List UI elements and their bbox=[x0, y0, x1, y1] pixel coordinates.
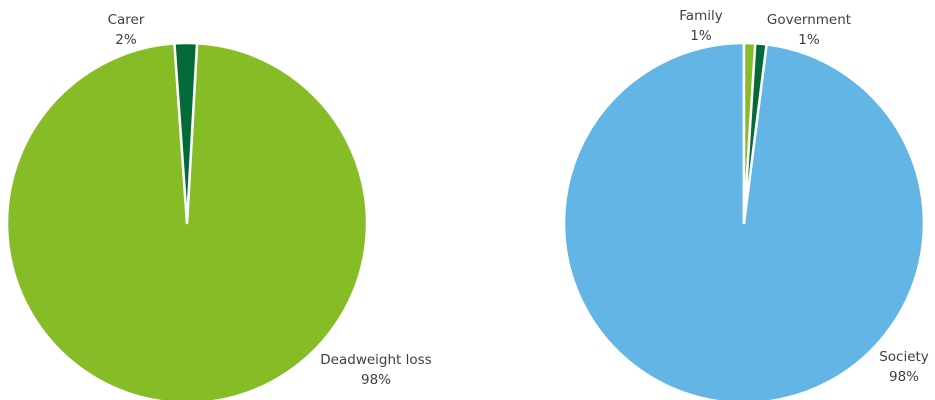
pie-slice-government bbox=[742, 42, 768, 225]
pie-left-label-deadweight-loss: Deadweight loss bbox=[320, 352, 431, 368]
pie-right-value-society: 98% bbox=[889, 369, 919, 385]
pie-right-value-family: 1% bbox=[690, 28, 712, 44]
pie-slice-deadweight-loss bbox=[5, 42, 369, 400]
pie-chart-right: Society 98% Family 1% Government 1% bbox=[562, 8, 929, 400]
pie-right-label-family: Family bbox=[679, 8, 722, 24]
pie-slice-carer bbox=[173, 41, 199, 225]
pie-right-label-society: Society bbox=[879, 349, 929, 365]
pie-left-label-carer: Carer bbox=[108, 12, 145, 28]
pie-left-value-deadweight-loss: 98% bbox=[361, 372, 391, 388]
pie-right-label-government: Government bbox=[767, 12, 851, 28]
pie-chart-left: Deadweight loss 98% Carer 2% bbox=[5, 12, 432, 400]
pie-right-value-government: 1% bbox=[798, 32, 820, 48]
pie-left-value-carer: 2% bbox=[115, 32, 137, 48]
